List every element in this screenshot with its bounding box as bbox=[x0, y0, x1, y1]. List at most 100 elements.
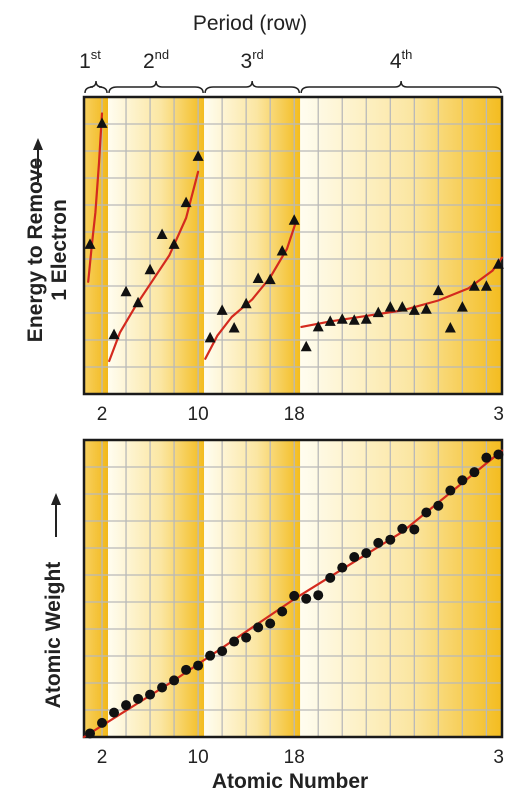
data-point-z24 bbox=[361, 548, 372, 559]
x-axis-label: Atomic Number bbox=[212, 770, 368, 793]
data-point-z23 bbox=[348, 314, 360, 325]
data-point-z20 bbox=[312, 320, 324, 332]
data-point-z28 bbox=[409, 524, 420, 535]
period-band-2 bbox=[108, 440, 205, 737]
data-point-z29 bbox=[421, 507, 432, 518]
atomic-weight-y-arrow bbox=[51, 493, 61, 537]
period-brace-3 bbox=[204, 80, 300, 94]
data-point-z6 bbox=[144, 263, 156, 275]
data-point-z25 bbox=[372, 306, 384, 318]
data-point-z18 bbox=[288, 214, 300, 225]
data-point-z28 bbox=[408, 304, 420, 315]
data-point-z20 bbox=[313, 590, 324, 601]
atomic-weight-panel bbox=[82, 438, 504, 739]
data-point-z15 bbox=[252, 272, 264, 283]
data-point-z10 bbox=[192, 150, 204, 161]
period-band-1 bbox=[84, 440, 109, 737]
data-point-z32 bbox=[457, 475, 468, 486]
data-point-z4 bbox=[120, 285, 132, 297]
period-title: Period (row) bbox=[193, 12, 307, 35]
data-point-z8 bbox=[168, 238, 180, 249]
data-point-z14 bbox=[241, 632, 252, 643]
data-point-z27 bbox=[396, 301, 408, 312]
data-point-z14 bbox=[240, 297, 252, 309]
x-tick-label: 2 bbox=[97, 747, 108, 768]
data-point-z7 bbox=[156, 228, 168, 239]
ionization-energy-y-arrow bbox=[33, 138, 43, 182]
data-point-z9 bbox=[181, 664, 192, 675]
trend-line-4 bbox=[300, 256, 504, 328]
period-band-4 bbox=[300, 97, 502, 394]
data-point-z32 bbox=[456, 301, 468, 312]
data-point-z2 bbox=[96, 117, 108, 128]
data-point-z13 bbox=[228, 322, 240, 333]
x-tick-label: 18 bbox=[284, 747, 305, 768]
data-point-z19 bbox=[300, 340, 312, 352]
atomic-weight-ylabel: Atomic Weight bbox=[42, 562, 65, 709]
data-point-z34 bbox=[480, 280, 492, 291]
data-point-z26 bbox=[385, 534, 396, 545]
atomic-weight-x-ticks: 2 10 18 3 bbox=[97, 747, 504, 768]
data-point-z1 bbox=[85, 728, 96, 739]
data-point-z21 bbox=[324, 315, 336, 326]
x-tick-label: 2 bbox=[97, 404, 108, 425]
data-point-z11 bbox=[204, 331, 216, 343]
data-point-z4 bbox=[121, 700, 132, 711]
data-point-z3 bbox=[109, 707, 120, 718]
data-point-z8 bbox=[169, 675, 180, 686]
data-point-z35 bbox=[493, 449, 504, 460]
period-brace-2 bbox=[108, 80, 204, 94]
data-point-z2 bbox=[97, 717, 108, 728]
data-point-z31 bbox=[444, 322, 456, 333]
data-point-z16 bbox=[264, 273, 276, 285]
data-point-z21 bbox=[325, 572, 336, 583]
data-point-z17 bbox=[277, 606, 288, 617]
x-tick-label: 10 bbox=[188, 404, 209, 425]
trend-line-1 bbox=[87, 112, 104, 283]
period-label-1: 1st bbox=[79, 47, 101, 73]
period-band-2 bbox=[108, 97, 205, 394]
x-tick-label: 3 bbox=[493, 404, 504, 425]
data-point-z30 bbox=[432, 284, 444, 296]
period-brace-1 bbox=[84, 80, 108, 94]
data-point-z9 bbox=[180, 196, 192, 208]
data-point-z33 bbox=[468, 280, 480, 291]
x-tick-label: 18 bbox=[284, 404, 305, 425]
data-point-z7 bbox=[157, 682, 168, 693]
data-point-z31 bbox=[445, 485, 456, 496]
period-label-4: 4th bbox=[390, 47, 413, 73]
x-tick-label: 3 bbox=[493, 747, 504, 768]
data-point-z15 bbox=[253, 622, 264, 633]
trend-line-2 bbox=[108, 170, 200, 363]
trend-line-3 bbox=[204, 222, 297, 360]
data-point-z12 bbox=[217, 646, 228, 657]
period-label-3: 3rd bbox=[241, 47, 264, 73]
data-point-z10 bbox=[193, 660, 204, 671]
data-point-z18 bbox=[289, 590, 300, 601]
data-point-z11 bbox=[205, 650, 216, 661]
period-label-2: 2nd bbox=[143, 47, 169, 73]
data-point-z5 bbox=[133, 693, 144, 704]
period-band-4 bbox=[300, 440, 502, 737]
data-point-z27 bbox=[397, 523, 408, 534]
data-point-z35 bbox=[492, 258, 504, 269]
data-point-z5 bbox=[132, 296, 144, 308]
data-point-z17 bbox=[276, 245, 288, 256]
data-point-z34 bbox=[481, 452, 492, 463]
data-point-z29 bbox=[420, 303, 432, 314]
data-point-z6 bbox=[145, 689, 156, 700]
data-point-z25 bbox=[373, 537, 384, 548]
data-point-z13 bbox=[229, 636, 240, 647]
data-point-z1 bbox=[84, 238, 96, 249]
period-band-3 bbox=[204, 97, 301, 394]
data-point-z16 bbox=[265, 618, 276, 629]
ionization-energy-panel bbox=[82, 95, 504, 396]
x-tick-label: 10 bbox=[188, 747, 209, 768]
data-point-z22 bbox=[336, 313, 348, 324]
data-point-z33 bbox=[469, 467, 480, 478]
period-band-3 bbox=[204, 440, 301, 737]
data-point-z3 bbox=[108, 328, 120, 340]
period-brace-4 bbox=[300, 80, 502, 94]
data-point-z23 bbox=[349, 552, 360, 563]
